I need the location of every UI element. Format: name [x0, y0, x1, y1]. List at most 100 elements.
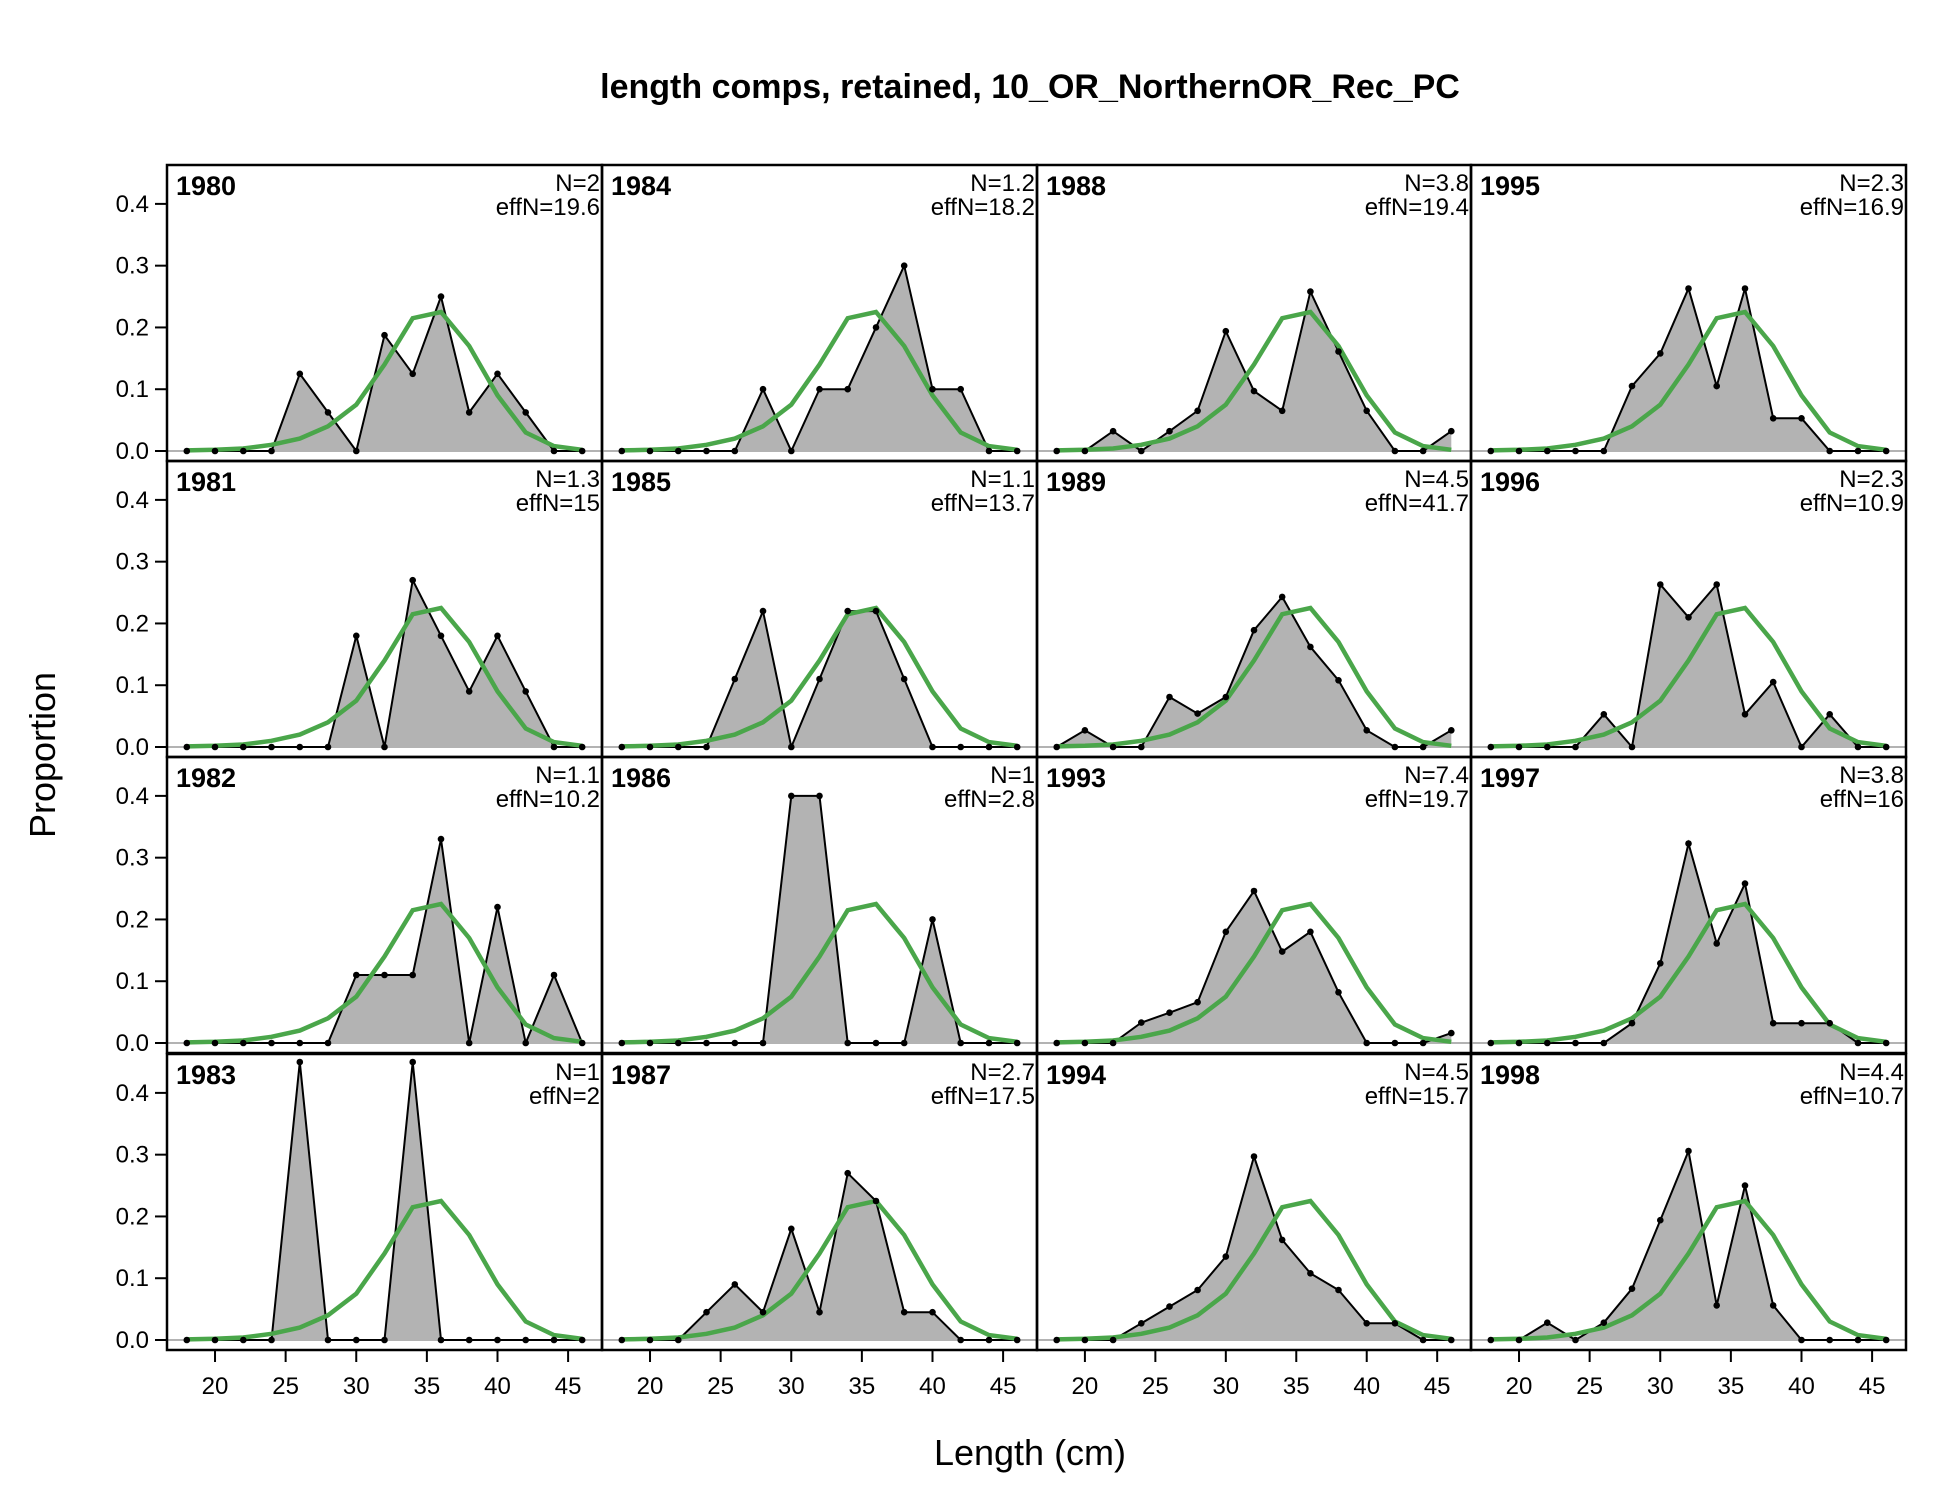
observed-point	[1419, 1336, 1427, 1344]
observed-point	[1278, 948, 1286, 955]
observed-point	[1515, 1336, 1523, 1344]
observed-point	[985, 743, 993, 751]
observed-point	[324, 409, 332, 416]
x-tick-label: 40	[1788, 1373, 1815, 1400]
x-tick-label: 45	[1859, 1373, 1886, 1400]
observed-point	[900, 1039, 908, 1047]
observed-point	[1600, 711, 1608, 718]
observed-point	[296, 370, 304, 378]
observed-point	[1448, 1336, 1455, 1344]
observed-point	[957, 1039, 964, 1047]
observed-point	[1544, 1039, 1551, 1047]
observed-point	[522, 1336, 529, 1344]
observed-point	[550, 743, 558, 751]
panel-n-label: N=1.1	[970, 466, 1035, 493]
observed-point	[550, 447, 558, 455]
observed-point	[183, 1336, 191, 1344]
observed-point	[1854, 1336, 1862, 1344]
observed-point	[844, 1039, 851, 1047]
observed-point	[1628, 743, 1636, 751]
x-tick-label: 25	[707, 1373, 734, 1400]
panel-n-label: N=1.1	[535, 762, 600, 789]
observed-point	[1544, 1319, 1551, 1326]
panel-n-label: N=3.8	[1839, 762, 1904, 789]
observed-point	[1769, 415, 1777, 422]
y-tick-label: 0.3	[116, 1142, 149, 1169]
observed-point	[183, 1039, 191, 1047]
observed-point	[1685, 614, 1692, 621]
x-tick-label: 35	[1718, 1373, 1745, 1400]
observed-point	[985, 1336, 993, 1344]
observed-point	[1448, 727, 1455, 734]
panel-effn-label: effN=16.9	[1800, 194, 1904, 221]
observed-point	[675, 1039, 682, 1047]
observed-point	[1363, 407, 1370, 415]
x-tick-label: 25	[1142, 1373, 1169, 1400]
observed-point	[844, 1169, 851, 1177]
observed-area	[1490, 1151, 1887, 1340]
expected-line	[1490, 605, 1887, 749]
observed-point	[1419, 447, 1427, 455]
observed-point	[1278, 1236, 1286, 1244]
panel-year-label: 1988	[1046, 171, 1106, 201]
observed-point	[1391, 447, 1399, 455]
observed-point	[1109, 1336, 1117, 1344]
observed-point	[1826, 447, 1833, 455]
observed-point	[1685, 1147, 1692, 1155]
expected-line	[1490, 901, 1887, 1045]
observed-point	[1515, 447, 1523, 455]
observed-area	[186, 839, 583, 1043]
y-tick-label: 0.1	[116, 672, 149, 699]
observed-point	[816, 1308, 823, 1316]
observed-point	[1391, 743, 1399, 751]
observed-point	[211, 1039, 219, 1047]
observed-area	[621, 795, 1018, 1043]
observed-point	[816, 675, 823, 683]
panel-n-label: N=1.2	[970, 170, 1035, 197]
panel-effn-label: effN=10.9	[1800, 490, 1904, 517]
observed-point	[957, 385, 964, 393]
x-tick-label: 35	[849, 1373, 876, 1400]
observed-point	[1166, 1303, 1173, 1310]
observed-point	[1081, 1336, 1089, 1344]
observed-point	[1419, 743, 1427, 751]
panel-year-label: 1994	[1046, 1060, 1106, 1090]
x-tick-label: 30	[343, 1373, 370, 1400]
observed-area	[1056, 1156, 1452, 1340]
observed-point	[324, 1336, 332, 1344]
observed-point	[578, 1039, 586, 1047]
observed-point	[1741, 711, 1749, 718]
x-tick-label: 45	[555, 1373, 582, 1400]
panel-effn-label: effN=41.7	[1365, 490, 1469, 517]
panel-year-label: 1989	[1046, 467, 1106, 497]
observed-point	[618, 1039, 626, 1047]
observed-point	[1798, 415, 1805, 422]
observed-point	[353, 1336, 360, 1344]
expected-line	[1056, 605, 1452, 749]
observed-point	[1826, 711, 1833, 718]
observed-point	[381, 331, 388, 339]
y-tick-label: 0.3	[116, 549, 149, 576]
y-tick-label: 0.2	[116, 314, 149, 341]
panel-year-label: 1982	[176, 763, 236, 793]
observed-point	[957, 1336, 964, 1344]
observed-point	[646, 743, 654, 751]
observed-point	[1335, 348, 1342, 355]
y-tick-label: 0.3	[116, 845, 149, 872]
panel-year-label: 1993	[1046, 763, 1106, 793]
observed-point	[1798, 1336, 1805, 1344]
panel-effn-label: effN=18.2	[931, 194, 1035, 221]
observed-point	[1081, 447, 1089, 455]
observed-point	[1713, 382, 1720, 390]
observed-point	[1138, 1320, 1145, 1327]
expected-line	[186, 605, 583, 749]
observed-point	[1307, 928, 1314, 936]
x-tick-label: 35	[1283, 1373, 1310, 1400]
observed-point	[1013, 1336, 1021, 1344]
observed-point	[1363, 1039, 1370, 1047]
x-tick-label: 20	[202, 1373, 229, 1400]
